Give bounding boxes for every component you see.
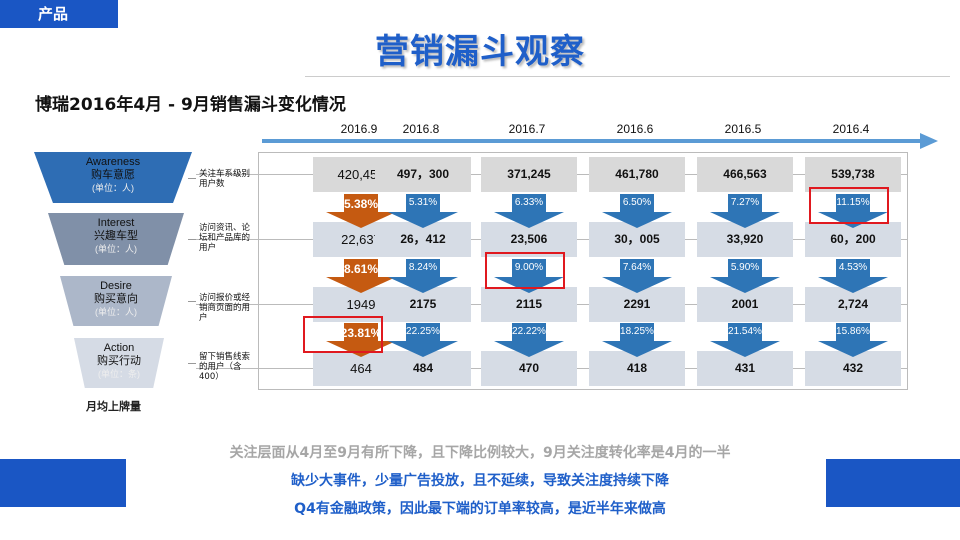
conversion-arrow-icon: 9.00% [494,259,564,293]
connector-line [188,301,196,302]
title-divider [305,76,950,77]
conclusion-1: 关注层面从4月至9月有所下降，且下降比例较大，9月关注度转化率是4月的一半 [229,445,731,461]
month-label: 2016.8 [402,122,440,136]
month-label: 2016.4 [832,122,870,136]
conversion-rate: 7.64% [622,262,652,273]
conversion-rate: 8.61% [343,262,379,276]
funnel-stage-awareness: Awareness 购车意愿 (单位：人) [34,152,192,203]
conversion-arrow-icon: 8.61% [326,259,396,293]
value-cell: 539,738 [805,157,901,192]
month-label: 2016.9 [340,122,378,136]
funnel-table [258,152,908,390]
stage-cn: 购车意愿 [91,169,135,181]
conversion-rate: 23.81% [340,326,382,340]
conversion-rate: 22.22% [512,326,546,337]
decor-bar-right [826,459,960,507]
conversion-arrow-icon: 5.90% [710,259,780,293]
stage-description: 关注车系级别用户数 [199,169,251,189]
page-title: 营销漏斗观察 [375,32,585,72]
month-label: 2016.5 [724,122,762,136]
conversion-arrow-icon: 8.24% [388,259,458,293]
section-tag: 产品 [0,0,118,28]
value-cell: 461,780 [589,157,685,192]
value-cell: 466,563 [697,157,793,192]
month-label: 2016.6 [616,122,654,136]
conversion-rate: 21.54% [728,326,762,337]
conversion-rate: 9.00% [514,262,544,273]
conversion-arrow-icon: 7.27% [710,194,780,228]
funnel-stage-action: Action 购买行动 (单位：条) [74,338,164,388]
stage-cn: 兴趣车型 [94,230,138,242]
conclusion-3: Q4有金融政策，因此最下端的订单率较高，是近半年来做高 [294,501,666,517]
conversion-arrow-icon: 4.53% [818,259,888,293]
timeline-arrow [262,139,926,143]
conversion-arrow-icon: 7.64% [602,259,672,293]
stage-en: Awareness [85,156,141,168]
conversion-arrow-icon: 22.25% [388,323,458,357]
funnel-stage-interest: Interest 兴趣车型 (单位：人) [48,213,184,265]
conversion-rate: 7.27% [730,197,760,208]
subtitle: 博瑞2016年4月 - 9月销售漏斗变化情况 [35,95,346,115]
conversion-rate: 5.90% [730,262,760,273]
decor-bar-left [0,459,126,507]
highlight-box [303,316,383,353]
stage-unit: (单位：人) [92,183,134,193]
conversion-arrow-icon: 22.22% [494,323,564,357]
conclusion-2: 缺少大事件，少量广告投放，且不延续，导致关注度持续下降 [291,473,669,489]
stage-cn: 购买行动 [97,355,141,367]
funnel-stage-desire: Desire 购买意向 (单位：人) [60,276,172,326]
conversion-rate: 5.38% [343,197,379,211]
conversion-arrow-icon: 21.54% [710,323,780,357]
stage-unit: (单位：人) [95,244,137,254]
value-cell: 371,245 [481,157,577,192]
value-cell: 497，300 [375,157,471,192]
conversion-rate: 4.53% [838,262,868,273]
stage-en: Interest [97,217,135,229]
conversion-rate: 15.86% [836,326,870,337]
connector-line [188,239,196,240]
highlight-box [485,252,565,289]
highlight-box [809,187,889,224]
stage-description: 留下销售线索的用户（含400） [199,352,251,382]
timeline-arrowhead-icon [920,133,938,149]
conversion-rate: 18.25% [620,326,654,337]
conversion-rate: 22.25% [406,326,440,337]
conversion-arrow-icon: 6.50% [602,194,672,228]
conversion-arrow-icon: 15.86% [818,323,888,357]
conversion-rate: 11.15% [836,197,870,208]
connector-line [188,177,196,179]
conversion-arrow-icon: 11.15% [818,194,888,228]
conversion-rate: 8.24% [408,262,438,273]
conversion-arrow-icon: 18.25% [602,323,672,357]
stage-en: Desire [100,280,132,292]
stage-description: 访问资讯、论坛和产品库的用户 [199,223,251,253]
month-label: 2016.7 [508,122,546,136]
conversion-arrow-icon: 5.31% [388,194,458,228]
stage-en: Action [103,342,135,354]
stage-description: 访问报价或经销商页面的用户 [199,293,251,323]
conversion-rate: 5.31% [408,197,438,208]
conversion-rate: 6.33% [514,197,544,208]
stage-unit: (单位：条) [98,369,140,379]
conversion-arrow-icon: 6.33% [494,194,564,228]
monthly-registrations-label: 月均上牌量 [86,400,141,413]
connector-line [188,363,196,364]
stage-unit: (单位：人) [95,307,137,317]
conversion-rate: 6.50% [622,197,652,208]
stage-cn: 购买意向 [94,293,138,305]
